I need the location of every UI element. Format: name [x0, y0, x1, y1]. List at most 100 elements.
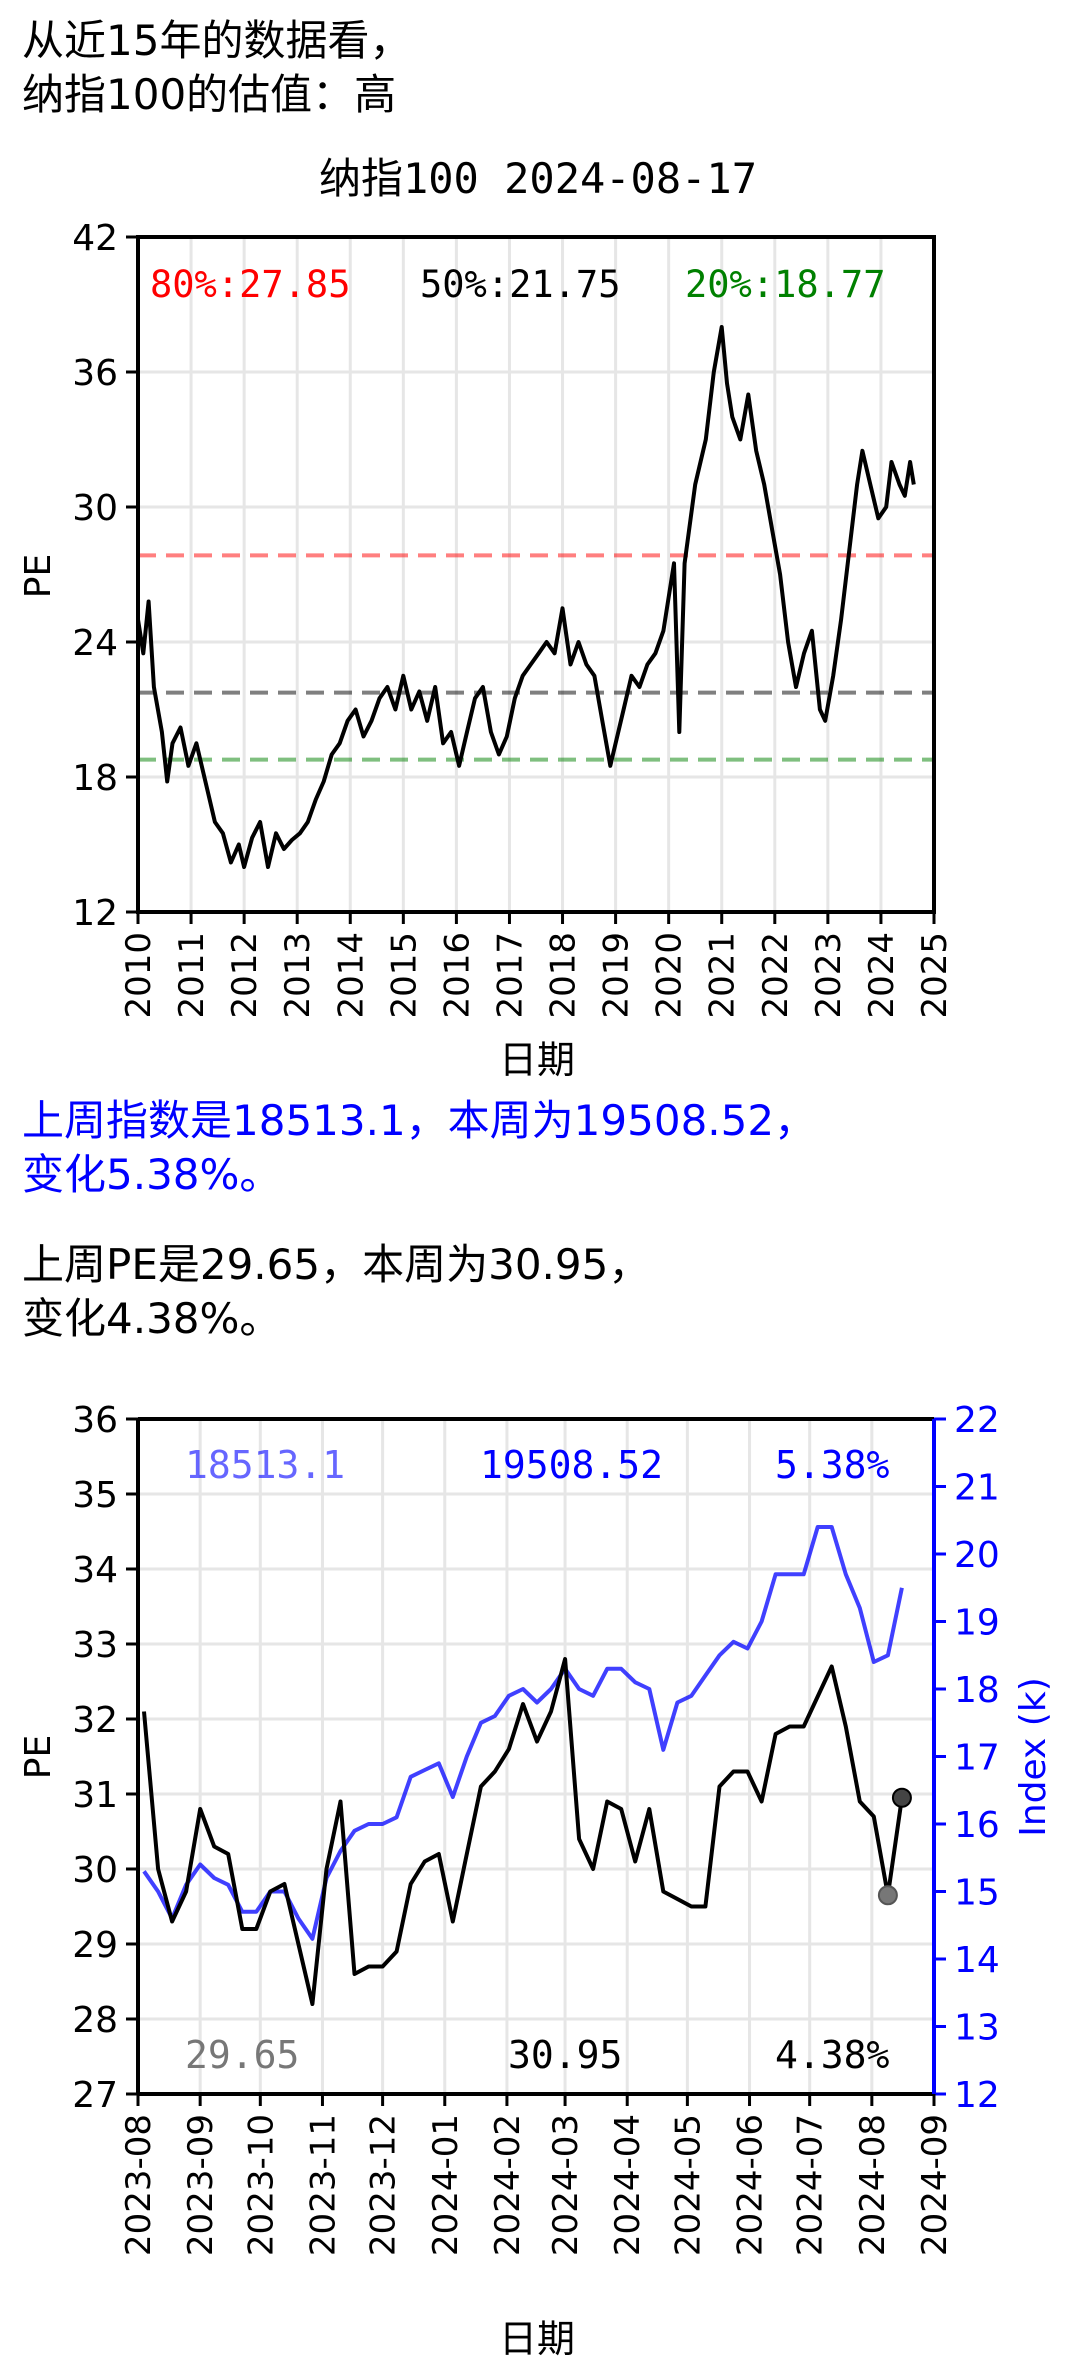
x-tick-label: 2013 — [278, 932, 318, 1019]
y-tick-label: 36 — [72, 1400, 118, 1441]
y-tick-label: 35 — [72, 1475, 118, 1516]
x-axis-label: 日期 — [499, 2317, 575, 2361]
x-tick-label: 2011 — [172, 932, 212, 1019]
x-tick-label: 2024-03 — [546, 2114, 586, 2256]
y-tick-label: 42 — [72, 218, 118, 259]
x-tick-label: 2014 — [331, 932, 371, 1019]
y-tick-label: 28 — [72, 2000, 118, 2041]
y-tick-label: 12 — [72, 893, 118, 934]
y-ticks-right: 12 13 14 15 16 17 18 19 20 21 22 — [934, 1400, 1000, 2116]
x-tick-label: 2016 — [437, 932, 477, 1019]
y-axis-label-right: Index (k) — [1013, 1677, 1054, 1837]
x-tick-label: 2023-12 — [364, 2114, 404, 2256]
y-tick-label-right: 19 — [954, 1603, 1000, 1644]
y-tick-label: 30 — [72, 1850, 118, 1891]
x-tick-label: 2017 — [490, 932, 530, 1019]
percentile-labels: 80%:27.85 50%:21.75 20%:18.77 — [150, 263, 885, 306]
y-axis-label-left: PE — [18, 1735, 59, 1779]
pe-summary-line-2: 变化4.38%。 — [22, 1294, 282, 1343]
index-summary-line-2: 变化5.38%。 — [22, 1150, 282, 1199]
y-tick-label-right: 13 — [954, 2008, 1000, 2049]
x-tick-label: 2024-05 — [668, 2114, 708, 2256]
y-tick-label: 18 — [72, 758, 118, 799]
intro-line-1: 从近15年的数据看， — [22, 16, 412, 65]
y-ticks-left: 27 28 29 30 31 32 33 34 35 36 — [72, 1400, 138, 2116]
y-tick-label: 27 — [72, 2075, 118, 2116]
x-ticks: 2010 2011 2012 2013 2014 2015 2016 2017 2018 2019… — [119, 912, 955, 1019]
y-tick-label: 34 — [72, 1550, 118, 1591]
percentile-label: 80%:27.85 — [150, 263, 350, 306]
percentile-label: 20%:18.77 — [685, 263, 885, 306]
x-tick-label: 2024-06 — [731, 2114, 771, 2256]
grid — [136, 1417, 936, 2096]
pe-line — [136, 325, 916, 869]
x-tick-label: 2020 — [650, 932, 690, 1019]
y-tick-label-right: 21 — [954, 1468, 1000, 1509]
y-tick-label: 31 — [72, 1775, 118, 1816]
index-summary: 上周指数是18513.1，本周为19508.52， 变化5.38%。 — [22, 1094, 816, 1202]
y-tick-label: 30 — [72, 488, 118, 529]
pe-line — [142, 1657, 904, 2006]
x-tick-label: 2024-01 — [426, 2114, 466, 2256]
y-tick-label: 24 — [72, 623, 118, 664]
y-tick-label-right: 17 — [954, 1738, 1000, 1779]
percentile-label: 50%:21.75 — [420, 263, 620, 306]
plot-frame — [136, 235, 936, 914]
intro-line-2: 纳指100的估值：高 — [22, 70, 397, 119]
last-week-pe-label: 29.65 — [185, 2033, 299, 2077]
pe-summary: 上周PE是29.65，本周为30.95， 变化4.38%。 — [22, 1238, 650, 1346]
x-axis-label: 日期 — [499, 1038, 575, 1082]
x-tick-label: 2024-04 — [608, 2114, 648, 2256]
index-summary-line-1: 上周指数是18513.1，本周为19508.52， — [22, 1096, 817, 1145]
x-tick-label: 2022 — [756, 932, 796, 1019]
pe-series — [142, 1657, 904, 2006]
x-tick-label: 2012 — [225, 932, 265, 1019]
index-series — [142, 1525, 904, 1941]
x-tick-label: 2023-08 — [119, 2114, 159, 2256]
y-tick-label-right: 16 — [954, 1805, 1000, 1846]
this-week-index-label: 19508.52 — [480, 1443, 663, 1487]
index-line — [142, 1525, 904, 1941]
this-week-pe-label: 30.95 — [508, 2033, 622, 2077]
last-week-index-label: 18513.1 — [185, 1443, 345, 1487]
index-change-label: 5.38% — [775, 1443, 890, 1487]
x-tick-label: 2021 — [703, 932, 743, 1019]
y-tick-label: 32 — [72, 1700, 118, 1741]
pe-week-markers — [877, 1787, 912, 1906]
grid — [136, 235, 936, 914]
pe-summary-line-1: 上周PE是29.65，本周为30.95， — [22, 1240, 651, 1289]
this-week-marker — [891, 1787, 912, 1808]
x-tick-label: 2010 — [119, 932, 159, 1019]
x-tick-label: 2024-09 — [915, 2114, 955, 2256]
x-tick-label: 2023-10 — [241, 2114, 281, 2256]
x-tick-label: 2024-02 — [488, 2114, 528, 2256]
y-ticks: 12 18 24 30 36 42 — [72, 218, 138, 934]
y-tick-label-right: 20 — [954, 1535, 1000, 1576]
x-tick-label: 2024 — [862, 932, 902, 1019]
x-tick-label: 2015 — [384, 932, 424, 1019]
intro-text: 从近15年的数据看， 纳指100的估值：高 — [22, 14, 411, 122]
y-tick-label-right: 12 — [954, 2075, 1000, 2116]
y-tick-label-right: 18 — [954, 1670, 1000, 1711]
annotation-labels: 18513.1 19508.52 5.38% 29.65 30.95 4.38% — [185, 1443, 890, 2077]
x-tick-label: 2019 — [597, 932, 637, 1019]
x-tick-label: 2023-09 — [181, 2114, 221, 2256]
x-tick-label: 2025 — [915, 932, 955, 1019]
y-tick-label-right: 22 — [954, 1400, 1000, 1441]
percentile-lines — [138, 553, 934, 762]
y-tick-label: 29 — [72, 1925, 118, 1966]
plot-frame — [136, 1417, 936, 2096]
chart-title: 纳指100 2024-08-17 — [319, 154, 757, 203]
pe-series — [136, 325, 916, 869]
x-tick-label: 2024-07 — [791, 2114, 831, 2256]
x-tick-label: 2023 — [809, 932, 849, 1019]
pe-change-label: 4.38% — [775, 2033, 890, 2077]
y-tick-label-right: 14 — [954, 1940, 1000, 1981]
x-tick-label: 2024-08 — [853, 2114, 893, 2256]
x-tick-label: 2023-11 — [303, 2114, 343, 2256]
y-tick-label-right: 15 — [954, 1873, 1000, 1914]
x-tick-label: 2018 — [544, 932, 584, 1019]
y-tick-label: 33 — [72, 1625, 118, 1666]
x-ticks: 2023-08 2023-09 2023-10 2023-11 2023-12 2024-… — [119, 2094, 955, 2256]
